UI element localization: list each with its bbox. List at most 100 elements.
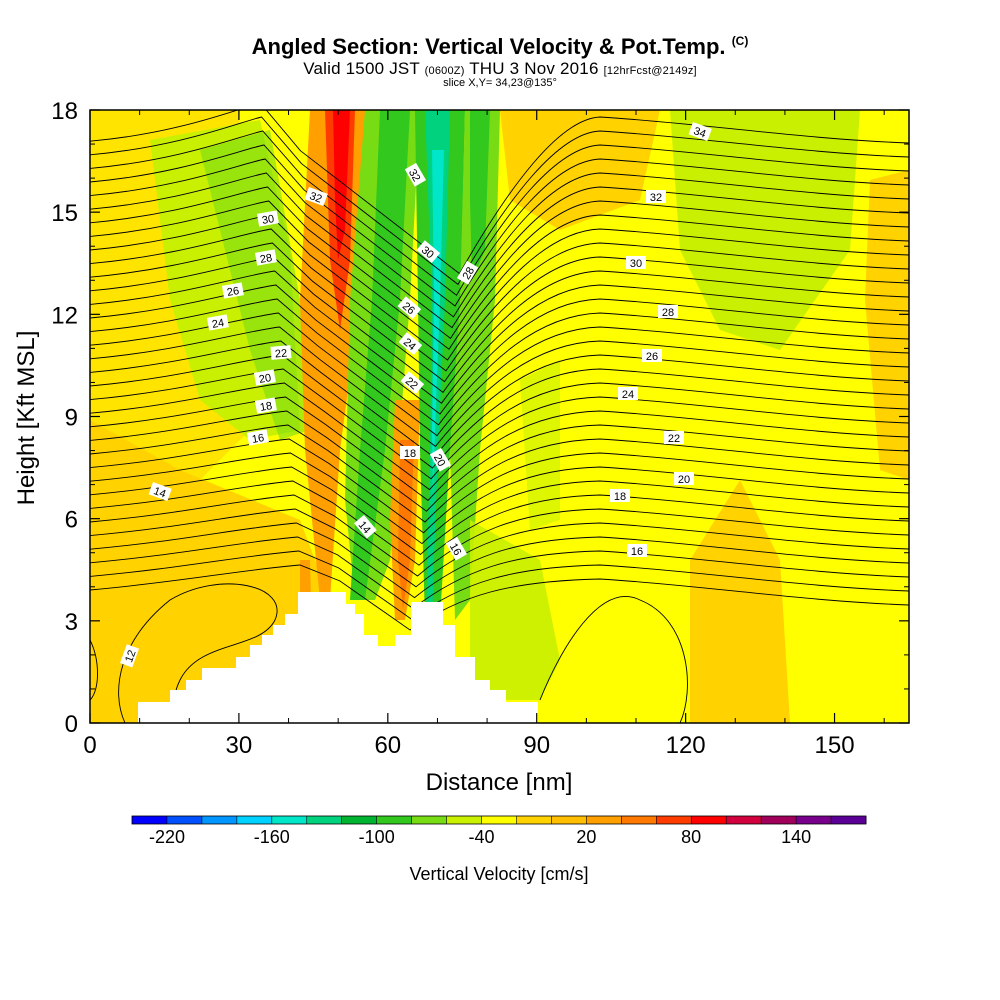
updraft-core bbox=[398, 440, 414, 610]
contour-label-bg bbox=[254, 249, 277, 266]
contour-label-text: 14 bbox=[152, 485, 168, 500]
contour-label: 14 bbox=[148, 482, 172, 502]
plot-area bbox=[90, 110, 909, 723]
contour-label: 20 bbox=[253, 369, 276, 386]
isentrope-line bbox=[90, 536, 909, 609]
contour-label: 16 bbox=[445, 536, 468, 561]
contour-label-text: 32 bbox=[406, 167, 423, 184]
valid-date: THU 3 Nov 2016 bbox=[469, 59, 599, 78]
x-tick-label: 30 bbox=[226, 732, 253, 759]
colorbar-tick-label: 80 bbox=[681, 827, 701, 847]
contour-label-bg bbox=[221, 282, 244, 299]
contour-label-bg bbox=[674, 472, 694, 485]
isentrope-line bbox=[90, 424, 909, 523]
isentrope-line bbox=[90, 550, 909, 620]
contour-label-bg bbox=[398, 332, 423, 356]
contour-label-bg bbox=[400, 371, 425, 395]
contour-label-text: 30 bbox=[261, 213, 275, 227]
contour-label-text: 34 bbox=[692, 125, 708, 140]
colorbar-swatch bbox=[306, 816, 343, 824]
contour-label-bg bbox=[270, 345, 292, 360]
contour-label: 32 bbox=[304, 187, 328, 207]
colorbar-tick-label: 140 bbox=[781, 827, 811, 847]
contour-label-bg bbox=[416, 240, 441, 264]
isentrope-line bbox=[90, 564, 909, 631]
contour-label-text: 18 bbox=[404, 448, 416, 460]
contour-label-bg bbox=[404, 162, 427, 187]
isentrope-line bbox=[90, 116, 909, 286]
updraft-core bbox=[333, 110, 350, 260]
colorbar-swatch bbox=[411, 816, 448, 824]
contour-label: 18 bbox=[254, 397, 277, 414]
contour-label-text: 16 bbox=[447, 541, 464, 558]
contour-label-text: 32 bbox=[308, 190, 324, 205]
isentrope-line bbox=[90, 368, 909, 480]
contour-label-bg bbox=[253, 369, 276, 386]
contour-label: 30 bbox=[256, 210, 279, 227]
colorbar-swatch bbox=[481, 816, 517, 824]
contour-label: 22 bbox=[664, 431, 684, 445]
colorbar-frame bbox=[131, 815, 867, 825]
contour-label-text: 28 bbox=[461, 265, 478, 282]
contour-label-text: 22 bbox=[668, 433, 680, 445]
colorbar-swatch bbox=[656, 816, 692, 824]
contour-label: 12 bbox=[120, 644, 140, 668]
colorbar-swatch bbox=[796, 816, 832, 824]
contour-label-bg bbox=[256, 210, 279, 227]
contour-label: 26 bbox=[221, 282, 244, 299]
contour-label-bg bbox=[627, 544, 647, 557]
downdraft-core bbox=[432, 150, 444, 500]
contour-label-text: 30 bbox=[630, 258, 642, 270]
terrain bbox=[138, 592, 538, 723]
isentrope-line bbox=[90, 298, 909, 426]
colorbar-tick-label: 20 bbox=[576, 827, 596, 847]
isentrope-line bbox=[90, 214, 909, 361]
contour-label: 16 bbox=[627, 544, 647, 558]
isentrope-line bbox=[90, 354, 909, 469]
contour-label-text: 16 bbox=[631, 546, 643, 558]
contour-label-text: 18 bbox=[259, 400, 273, 414]
contour-label: 30 bbox=[626, 256, 646, 270]
isentrope-line bbox=[90, 639, 98, 701]
downdraft-band bbox=[450, 110, 500, 620]
x-tick-label: 60 bbox=[374, 732, 401, 759]
y-tick-label: 9 bbox=[65, 405, 78, 432]
contour-label: 28 bbox=[658, 305, 678, 319]
colorbar bbox=[131, 815, 867, 825]
contour-label-text: 26 bbox=[226, 285, 240, 299]
isentrope-line bbox=[90, 340, 909, 458]
contour-label-text: 28 bbox=[259, 252, 273, 266]
contour-label-bg bbox=[445, 536, 468, 561]
x-tick-label: 150 bbox=[815, 732, 855, 759]
isentrope-line bbox=[90, 508, 909, 588]
contour-label: 18 bbox=[400, 446, 420, 460]
y-tick-label: 15 bbox=[51, 200, 78, 227]
contour-label-bg bbox=[120, 644, 140, 668]
contour-label-text: 20 bbox=[678, 474, 690, 486]
colorbar-swatch bbox=[166, 816, 203, 824]
contour-label-bg bbox=[429, 447, 452, 472]
y-axis-label: Height [Kft MSL] bbox=[13, 331, 40, 506]
y-tick-label: 0 bbox=[65, 711, 78, 738]
chart-title-text: Angled Section: Vertical Velocity & Pot.… bbox=[251, 34, 726, 59]
contour-label-bg bbox=[646, 190, 666, 203]
contour-label-bg bbox=[397, 296, 422, 320]
colorbar-swatch bbox=[446, 816, 483, 824]
isentrope-line bbox=[90, 158, 909, 318]
isentrope-line bbox=[90, 270, 909, 404]
contour-label-text: 18 bbox=[614, 491, 626, 503]
contour-label-bg bbox=[353, 514, 377, 539]
isentrope-line bbox=[90, 284, 909, 415]
colorbar-swatch bbox=[201, 816, 238, 824]
colorbar-tick-label: -40 bbox=[468, 827, 494, 847]
valid-time: Valid 1500 JST bbox=[303, 59, 420, 78]
field-region bbox=[200, 130, 310, 440]
chart-title: Angled Section: Vertical Velocity & Pot.… bbox=[0, 34, 1000, 60]
valid-zulu: (0600Z) bbox=[424, 65, 465, 77]
isentrope-line bbox=[90, 256, 909, 394]
isentrope-line bbox=[90, 172, 909, 329]
contour-label-bg bbox=[246, 429, 269, 446]
forecast-info: [12hrFcst@2149z] bbox=[603, 65, 697, 77]
isentrope-line bbox=[539, 596, 688, 723]
contour-label: 34 bbox=[688, 122, 712, 142]
